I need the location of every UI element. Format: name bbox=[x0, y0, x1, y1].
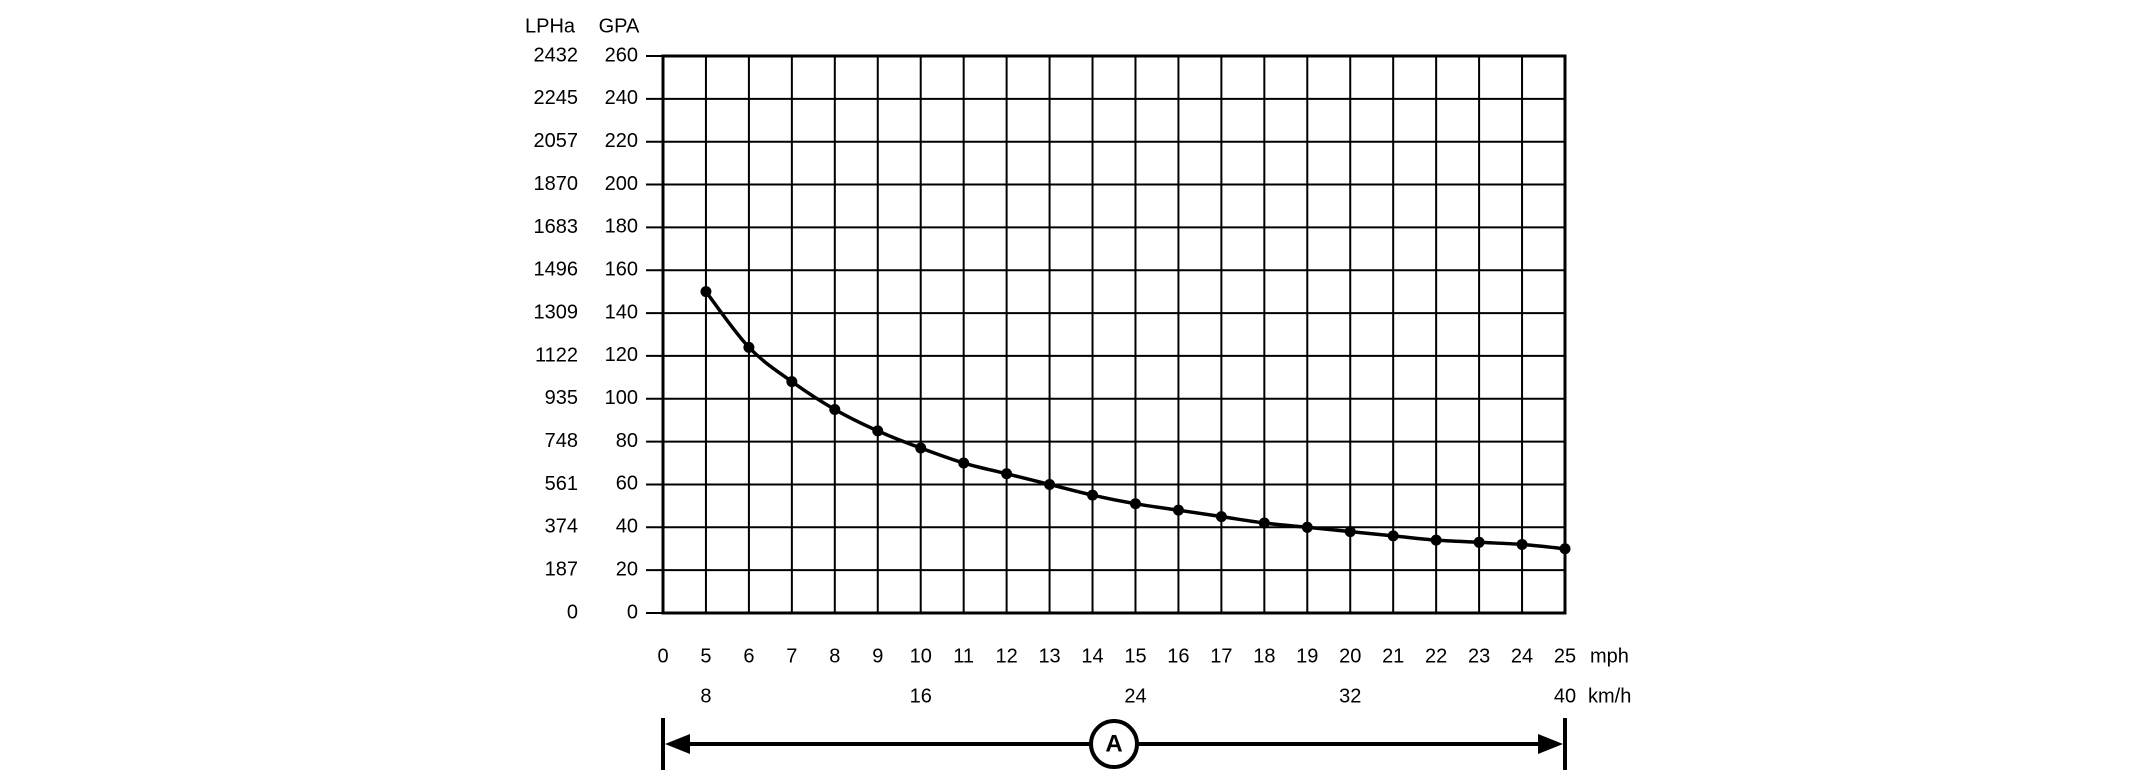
y-axis-title: GPA bbox=[599, 15, 640, 37]
x-tick-label: 25 bbox=[1554, 645, 1576, 667]
x2-tick-label: 24 bbox=[1124, 685, 1146, 707]
y-tick-label: 200 bbox=[605, 173, 638, 195]
data-point bbox=[1258, 517, 1270, 529]
y-tick-label: 40 bbox=[616, 516, 638, 538]
y2-tick-label: 561 bbox=[545, 473, 578, 495]
x-tick-label: 17 bbox=[1210, 645, 1232, 667]
data-point bbox=[1430, 534, 1442, 546]
x-tick-label: 23 bbox=[1468, 645, 1490, 667]
x-tick-label: 11 bbox=[953, 645, 974, 667]
x2-tick-label: 40 bbox=[1554, 685, 1576, 707]
y2-tick-label: 0 bbox=[567, 601, 578, 623]
y-tick-label: 20 bbox=[616, 558, 638, 580]
x-tick-label: 5 bbox=[700, 645, 711, 667]
y2-tick-label: 2432 bbox=[534, 44, 579, 66]
data-point bbox=[1344, 526, 1356, 538]
x-tick-label: 19 bbox=[1296, 645, 1318, 667]
data-point bbox=[1172, 504, 1184, 516]
y2-tick-label: 2057 bbox=[534, 130, 579, 152]
x-tick-label: 10 bbox=[910, 645, 932, 667]
data-point bbox=[829, 403, 841, 415]
y-tick-label: 180 bbox=[605, 216, 638, 238]
y2-tick-label: 374 bbox=[545, 516, 578, 538]
y2-tick-label: 1683 bbox=[534, 216, 579, 238]
y-tick-label: 80 bbox=[616, 430, 638, 452]
x-tick-label: 15 bbox=[1124, 645, 1146, 667]
y-tick-label: 260 bbox=[605, 44, 638, 66]
y-tick-label: 0 bbox=[627, 601, 638, 623]
x-tick-label: 0 bbox=[657, 645, 668, 667]
y2-tick-label: 1870 bbox=[534, 173, 579, 195]
y-tick-label: 100 bbox=[605, 387, 638, 409]
x-tick-label: 18 bbox=[1253, 645, 1275, 667]
data-point bbox=[1516, 538, 1528, 550]
data-point bbox=[958, 457, 970, 469]
data-point bbox=[872, 425, 884, 437]
y2-tick-label: 2245 bbox=[534, 87, 579, 109]
y-tick-label: 240 bbox=[605, 87, 638, 109]
y2-tick-label: 1309 bbox=[534, 301, 579, 323]
y2-tick-label: 187 bbox=[545, 558, 578, 580]
x2-tick-label: 32 bbox=[1339, 685, 1361, 707]
data-point bbox=[743, 341, 755, 353]
x-tick-label: 7 bbox=[786, 645, 797, 667]
y2-axis-title: LPHa bbox=[525, 15, 576, 37]
x-tick-label: 12 bbox=[995, 645, 1017, 667]
y-tick-label: 120 bbox=[605, 344, 638, 366]
data-point bbox=[1473, 536, 1485, 548]
y2-tick-label: 1122 bbox=[535, 344, 578, 366]
x-tick-label: 20 bbox=[1339, 645, 1361, 667]
y-tick-label: 160 bbox=[605, 259, 638, 281]
data-point bbox=[1387, 530, 1399, 542]
data-point bbox=[1001, 468, 1013, 480]
y2-tick-label: 935 bbox=[545, 387, 578, 409]
x2-axis-title: km/h bbox=[1588, 685, 1631, 707]
plot-frame bbox=[661, 54, 1567, 615]
x-tick-label: 14 bbox=[1081, 645, 1103, 667]
y-tick-label: 60 bbox=[616, 473, 638, 495]
x-tick-label: 22 bbox=[1425, 645, 1447, 667]
data-point bbox=[1087, 489, 1099, 501]
x-tick-label: 16 bbox=[1167, 645, 1189, 667]
data-point bbox=[786, 376, 798, 388]
data-point bbox=[1129, 498, 1141, 510]
data-point bbox=[1044, 478, 1056, 490]
range-arrow bbox=[661, 718, 1567, 770]
annotation: A bbox=[1105, 730, 1122, 757]
data-point bbox=[700, 286, 712, 298]
x-tick-label: 13 bbox=[1038, 645, 1060, 667]
x-tick-label: 6 bbox=[743, 645, 754, 667]
y-tick-label: 140 bbox=[605, 301, 638, 323]
x-tick-label: 9 bbox=[872, 645, 883, 667]
x2-tick-label: 16 bbox=[910, 685, 932, 707]
data-point bbox=[1559, 543, 1571, 555]
x-axis-title: mph bbox=[1590, 645, 1629, 667]
y-tick-label: 220 bbox=[605, 130, 638, 152]
data-point bbox=[1301, 521, 1313, 533]
x-tick-label: 24 bbox=[1511, 645, 1533, 667]
x2-tick-label: 8 bbox=[700, 685, 711, 707]
y2-tick-label: 1496 bbox=[534, 259, 579, 281]
y2-tick-label: 748 bbox=[545, 430, 578, 452]
x-tick-label: 21 bbox=[1382, 645, 1404, 667]
x-tick-label: 8 bbox=[829, 645, 840, 667]
data-point bbox=[915, 442, 927, 454]
data-point bbox=[1215, 511, 1227, 523]
